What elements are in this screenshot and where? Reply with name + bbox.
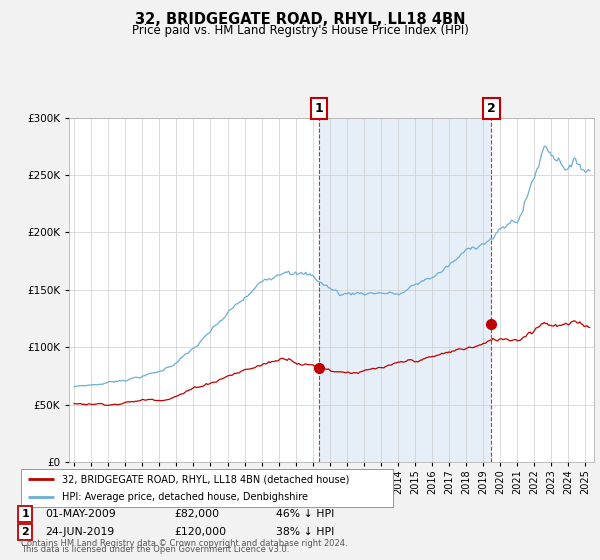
Text: £82,000: £82,000 [174,509,219,519]
Text: 1: 1 [314,102,323,115]
Text: 32, BRIDGEGATE ROAD, RHYL, LL18 4BN (detached house): 32, BRIDGEGATE ROAD, RHYL, LL18 4BN (det… [62,474,349,484]
Text: Contains HM Land Registry data © Crown copyright and database right 2024.: Contains HM Land Registry data © Crown c… [21,539,347,548]
Text: HPI: Average price, detached house, Denbighshire: HPI: Average price, detached house, Denb… [62,492,308,502]
Text: This data is licensed under the Open Government Licence v3.0.: This data is licensed under the Open Gov… [21,545,289,554]
Text: 46% ↓ HPI: 46% ↓ HPI [276,509,334,519]
Text: 24-JUN-2019: 24-JUN-2019 [45,527,114,537]
Text: Price paid vs. HM Land Registry's House Price Index (HPI): Price paid vs. HM Land Registry's House … [131,24,469,36]
Text: 01-MAY-2009: 01-MAY-2009 [45,509,116,519]
Text: 2: 2 [487,102,496,115]
Text: £120,000: £120,000 [174,527,226,537]
Bar [319,118,491,462]
Text: 2: 2 [22,527,29,537]
Text: 38% ↓ HPI: 38% ↓ HPI [276,527,334,537]
Text: 1: 1 [22,509,29,519]
Text: 32, BRIDGEGATE ROAD, RHYL, LL18 4BN: 32, BRIDGEGATE ROAD, RHYL, LL18 4BN [135,12,465,27]
